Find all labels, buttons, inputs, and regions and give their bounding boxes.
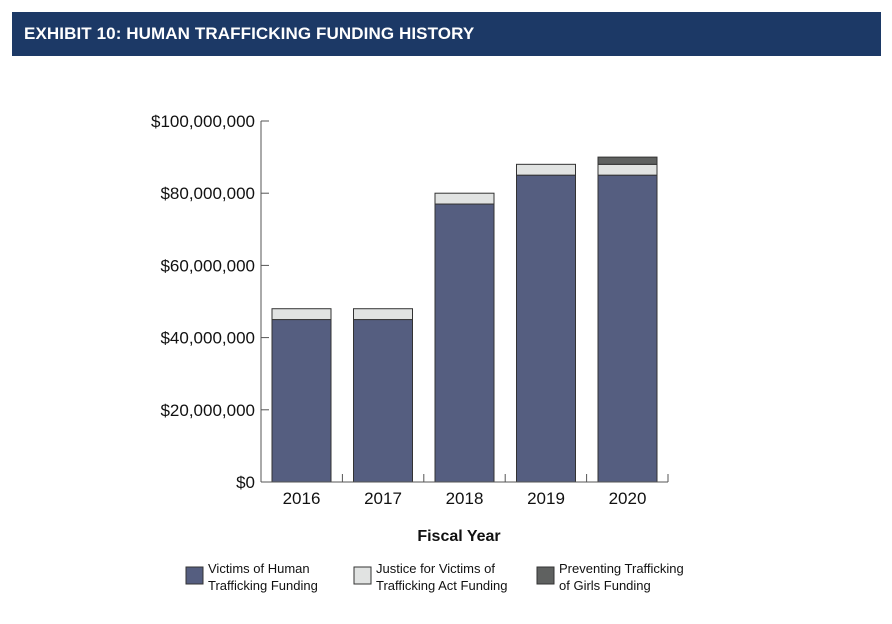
legend-label: of Girls Funding [559,578,651,593]
legend-label: Justice for Victims of [376,561,495,576]
legend-swatch [185,566,204,585]
legend-label: Trafficking Act Funding [376,578,508,593]
x-tick-label-2017: 2017 [364,489,402,508]
legend-label: Preventing Trafficking [559,561,684,576]
x-tick-label-2020: 2020 [609,489,647,508]
legend: Victims of Human Trafficking Funding Justi… [185,561,684,593]
y-tick-label: $80,000,000 [160,184,255,203]
y-tick-label: $40,000,000 [160,329,255,348]
y-tick-label: $0 [236,473,255,492]
bar-2016-justice-for-victims-of-trafficking-act-funding [271,308,332,321]
legend-item-preventing-trafficking-of-girls-funding: Preventing Trafficking of Girls Funding [536,561,684,593]
legend-swatch [353,566,372,585]
legend-label: Trafficking Funding [208,578,318,593]
y-tick-label: $20,000,000 [160,401,255,420]
bar-2016-victims-of-human-trafficking-funding [271,319,332,483]
y-tick-label: $100,000,000 [151,112,255,131]
x-tick-label-2018: 2018 [446,489,484,508]
bar-2020-victims-of-human-trafficking-funding [597,174,658,483]
bar-2017-justice-for-victims-of-trafficking-act-funding [353,308,413,321]
bar-2019-victims-of-human-trafficking-funding [516,174,576,483]
bar-2019-justice-for-victims-of-trafficking-act-funding [516,163,576,176]
title-banner: EXHIBIT 10: HUMAN TRAFFICKING FUNDING HI… [12,12,881,56]
x-axis-title: Fiscal Year [417,528,500,545]
x-tick-label-2016: 2016 [283,489,321,508]
bar-2018-victims-of-human-trafficking-funding [434,203,495,483]
legend-item-justice-for-victims-of-trafficking-act-funding: Justice for Victims of Trafficking Act Fu… [353,561,508,593]
axes-layer: $0 $20,000,000 $40,000,000 $60,000,000 $80,0… [151,112,669,545]
bars-layer [271,156,658,483]
bar-2020-preventing-trafficking-of-girls-funding [597,156,658,165]
bar-2018-justice-for-victims-of-trafficking-act-funding [434,192,495,205]
x-tick-label-2019: 2019 [527,489,565,508]
legend-label: Victims of Human [208,561,310,576]
chart-title: EXHIBIT 10: HUMAN TRAFFICKING FUNDING HI… [24,24,475,43]
bar-2017-victims-of-human-trafficking-funding [353,319,413,483]
bar-2020-justice-for-victims-of-trafficking-act-funding [597,163,658,176]
legend-item-victims-of-human-trafficking-funding: Victims of Human Trafficking Funding [185,561,318,593]
y-tick-label: $60,000,000 [160,256,255,275]
legend-swatch [536,566,555,585]
